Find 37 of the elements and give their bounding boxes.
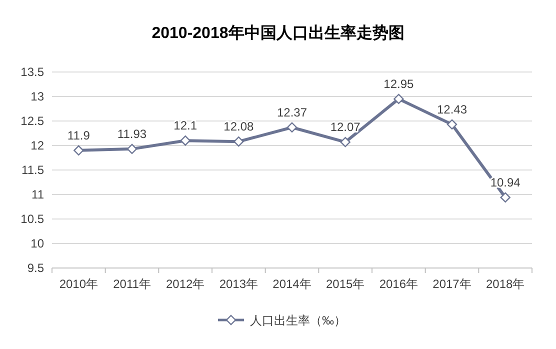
y-tick-label: 11 bbox=[32, 188, 44, 202]
point bbox=[180, 136, 190, 146]
y-tick-label: 12.5 bbox=[20, 114, 44, 128]
x-tick-label: 2012年 bbox=[166, 277, 205, 291]
data-label: 12.1 bbox=[174, 118, 198, 133]
x-tick-label: 2013年 bbox=[219, 277, 258, 291]
data-label: 12.95 bbox=[384, 76, 414, 91]
y-tick-label: 13 bbox=[30, 90, 44, 104]
x-tick-label: 2010年 bbox=[59, 277, 98, 291]
data-label: 11.9 bbox=[67, 128, 90, 142]
point bbox=[446, 119, 458, 130]
x-tick-label: 2016年 bbox=[379, 277, 418, 291]
chart-title: 2010-2018年中国人口出生率走势图 bbox=[152, 23, 404, 42]
point bbox=[500, 192, 510, 203]
point bbox=[394, 94, 404, 104]
data-label: 12.37 bbox=[276, 105, 308, 120]
data-label: 12.07 bbox=[330, 120, 361, 134]
y-tick-label: 9.5 bbox=[27, 261, 44, 275]
y-tick-label: 13.5 bbox=[20, 65, 44, 79]
y-tick-label: 12 bbox=[30, 138, 44, 152]
point bbox=[340, 136, 350, 148]
x-tick-label: 2017年 bbox=[432, 277, 472, 291]
y-tick-label: 10.5 bbox=[20, 212, 44, 226]
x-tick-label: 2015年 bbox=[326, 277, 365, 291]
data-label: 11.93 bbox=[117, 126, 147, 141]
x-tick-label: 2018年 bbox=[486, 277, 525, 291]
y-tick-label: 11.5 bbox=[22, 163, 44, 177]
x-tick-label: 2011年 bbox=[113, 277, 151, 291]
data-label: 12.08 bbox=[224, 120, 254, 134]
point bbox=[234, 136, 244, 147]
y-tick-label: 10 bbox=[30, 236, 44, 250]
point bbox=[74, 145, 84, 156]
point bbox=[286, 122, 298, 132]
point bbox=[126, 144, 138, 154]
data-label: 12.43 bbox=[436, 102, 468, 116]
x-tick-label: 2014年 bbox=[272, 277, 312, 291]
legend-label: 人口出生率（‰） bbox=[250, 314, 346, 328]
